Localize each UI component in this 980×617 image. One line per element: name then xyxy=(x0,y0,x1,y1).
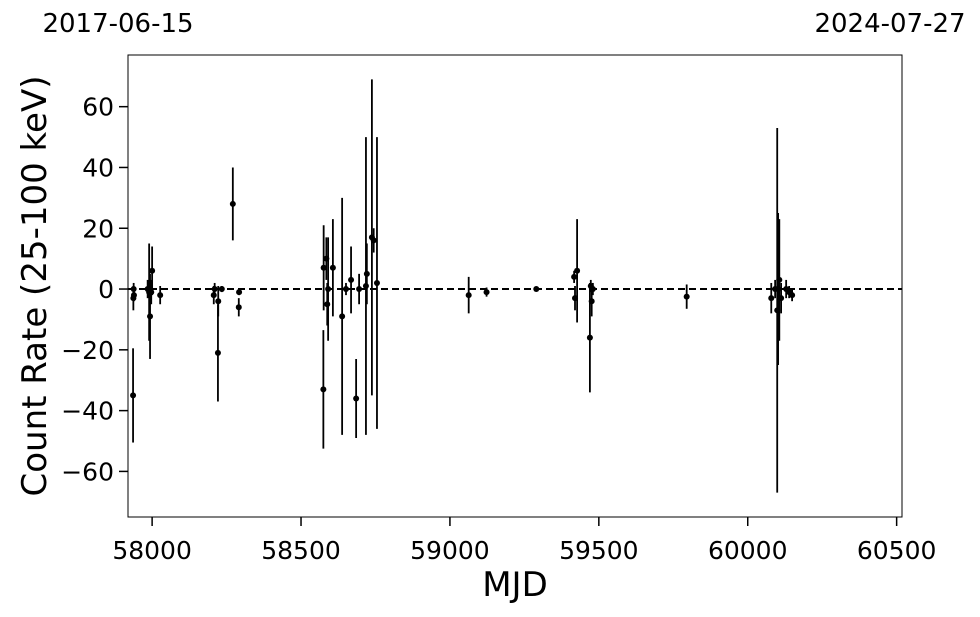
y-tick-label: 40 xyxy=(82,153,114,182)
data-point xyxy=(130,392,137,399)
data-point xyxy=(778,295,785,302)
top-date-right: 2024-07-27 xyxy=(814,9,965,39)
x-tick-label: 59000 xyxy=(410,536,490,565)
data-point xyxy=(363,270,370,277)
data-point xyxy=(571,273,578,280)
data-point xyxy=(235,304,242,311)
y-axis-label: Count Rate (25-100 keV) xyxy=(15,76,55,497)
top-date-left: 2017-06-15 xyxy=(42,9,193,39)
data-point xyxy=(776,276,783,283)
x-tick-label: 58500 xyxy=(261,536,341,565)
data-point xyxy=(789,292,796,299)
x-axis-label: MJD xyxy=(482,565,548,605)
data-point xyxy=(325,286,332,293)
data-point xyxy=(533,286,540,293)
data-point xyxy=(218,286,225,293)
x-tick-label: 60000 xyxy=(708,536,788,565)
data-point xyxy=(465,292,472,299)
data-point xyxy=(147,313,154,320)
plot-frame xyxy=(127,54,903,518)
data-point xyxy=(329,264,336,271)
data-point xyxy=(373,279,380,286)
y-tick-label: 0 xyxy=(98,275,114,304)
data-point xyxy=(574,267,581,274)
y-tick-label: 20 xyxy=(82,214,114,243)
data-point xyxy=(229,200,236,207)
data-point xyxy=(589,286,596,293)
x-tick-label: 59500 xyxy=(559,536,639,565)
data-point xyxy=(214,349,221,356)
data-point xyxy=(149,267,156,274)
data-point xyxy=(320,386,327,393)
data-point xyxy=(130,292,137,299)
data-point xyxy=(339,313,346,320)
y-tick-label: −20 xyxy=(61,336,114,365)
data-point xyxy=(683,293,690,300)
data-point xyxy=(483,289,490,296)
data-point xyxy=(215,298,222,305)
data-point xyxy=(157,292,164,299)
data-point xyxy=(320,264,327,271)
data-point xyxy=(370,237,377,244)
y-tick-label: −40 xyxy=(61,397,114,426)
y-tick-label: 60 xyxy=(82,93,114,122)
data-point xyxy=(588,298,595,305)
y-tick-label: −60 xyxy=(61,457,114,486)
x-tick-label: 58000 xyxy=(112,536,192,565)
x-tick-label: 60500 xyxy=(857,536,937,565)
data-point xyxy=(768,295,775,302)
data-point xyxy=(586,334,593,341)
data-point xyxy=(353,395,360,402)
data-point xyxy=(348,276,355,283)
data-point xyxy=(342,286,349,293)
data-point xyxy=(211,286,218,293)
data-point xyxy=(356,286,363,293)
data-point xyxy=(236,289,243,296)
